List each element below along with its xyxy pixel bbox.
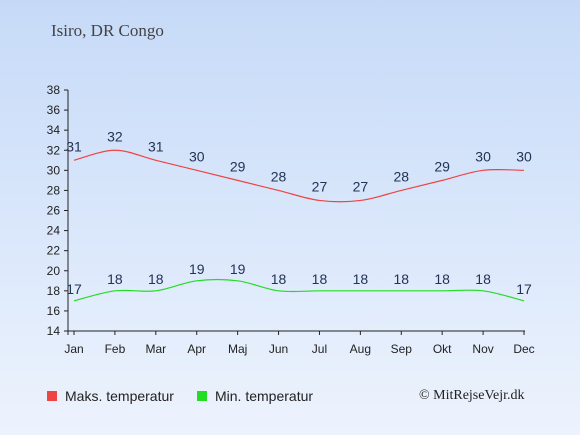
max-data-label: 27 [312, 178, 328, 194]
y-tick-label: 14 [47, 324, 61, 338]
y-tick-label: 34 [47, 123, 61, 137]
max-data-label: 29 [230, 158, 246, 174]
x-tick-label: Nov [472, 342, 493, 356]
min-data-label: 19 [189, 261, 205, 277]
y-tick-label: 24 [47, 224, 61, 238]
min-data-label: 18 [148, 271, 164, 287]
x-tick-label: Jan [64, 342, 83, 356]
x-tick-label: Okt [433, 342, 452, 356]
legend-max-temperature: Maks. temperatur [47, 388, 174, 404]
x-tick-label: Feb [105, 342, 126, 356]
y-tick-label: 18 [47, 284, 61, 298]
y-tick-label: 20 [47, 264, 61, 278]
x-tick-label: Sep [391, 342, 413, 356]
legend-max-swatch [47, 391, 57, 401]
max-data-label: 28 [271, 168, 287, 184]
min-data-label: 18 [353, 271, 369, 287]
y-tick-label: 28 [47, 183, 61, 197]
y-tick-label: 16 [47, 304, 61, 318]
max-data-label: 30 [475, 148, 491, 164]
min-data-label: 18 [312, 271, 328, 287]
min-data-label: 18 [434, 271, 450, 287]
location-title: Isiro, DR Congo [51, 21, 164, 40]
y-tick-label: 38 [47, 83, 61, 97]
x-tick-label: Dec [513, 342, 534, 356]
max-data-label: 30 [189, 148, 205, 164]
legend-min-temperature: Min. temperatur [197, 388, 313, 404]
legend-max-label: Maks. temperatur [65, 388, 174, 404]
max-data-label: 28 [393, 168, 409, 184]
max-data-label: 29 [434, 158, 450, 174]
y-tick-label: 32 [47, 143, 61, 157]
min-data-label: 17 [66, 281, 82, 297]
y-tick-label: 26 [47, 204, 61, 218]
x-tick-label: Apr [187, 342, 206, 356]
x-tick-label: Jul [312, 342, 327, 356]
max-data-label: 30 [516, 148, 532, 164]
legend-min-swatch [197, 391, 207, 401]
y-tick-label: 22 [47, 244, 61, 258]
min-data-label: 19 [230, 261, 246, 277]
y-tick-label: 36 [47, 103, 61, 117]
min-data-label: 18 [271, 271, 287, 287]
x-tick-label: Aug [350, 342, 371, 356]
max-data-label: 31 [148, 138, 164, 154]
min-data-label: 18 [393, 271, 409, 287]
copyright-credit: © MitRejseVejr.dk [419, 388, 525, 403]
y-tick-label: 30 [47, 163, 61, 177]
max-data-label: 27 [353, 178, 369, 194]
max-data-label: 31 [66, 138, 82, 154]
min-data-label: 18 [107, 271, 123, 287]
min-temperature-line [73, 278, 525, 302]
min-data-label: 17 [516, 281, 532, 297]
max-temperature-line [73, 149, 525, 203]
x-tick-label: Maj [228, 342, 247, 356]
min-data-label: 18 [475, 271, 491, 287]
x-tick-label: Jun [269, 342, 288, 356]
x-tick-label: Mar [145, 342, 166, 356]
max-data-label: 32 [107, 128, 123, 144]
legend-min-label: Min. temperatur [215, 388, 314, 404]
